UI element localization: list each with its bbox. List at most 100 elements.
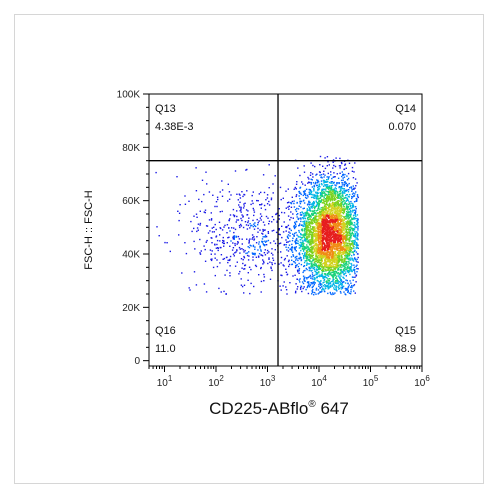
event-dot [297,208,300,210]
event-dot [297,286,299,288]
event-dot [321,256,323,258]
event-dot [301,247,304,250]
event-dot [327,239,329,241]
event-dot [195,284,198,286]
event-dot [317,293,319,295]
event-dot [349,233,352,235]
event-dot [349,286,352,288]
event-dot [351,195,353,198]
event-dot [251,238,253,240]
event-dot [326,249,329,252]
event-dot [310,255,312,257]
event-dot [317,209,319,211]
event-dot [335,225,337,228]
event-dot [322,267,325,270]
event-dot [345,249,348,251]
event-dot [266,252,269,254]
event-dot [253,285,255,288]
event-dot [215,247,218,249]
event-dot [333,267,335,269]
event-dot [306,237,308,240]
event-dot [311,220,313,222]
event-dot [354,258,356,260]
event-dot [328,265,330,267]
event-dot [335,238,337,240]
event-dot [299,288,302,290]
plot-area [148,93,423,367]
event-dot [291,246,293,248]
event-dot [236,219,238,221]
event-dot [204,260,207,262]
event-dot [339,236,341,238]
event-dot [353,171,355,173]
event-dot [270,266,272,268]
event-dot [324,236,326,238]
event-dot [345,218,347,220]
event-dot [339,172,341,174]
event-dot [332,176,334,178]
event-dot [343,210,345,212]
event-dot [336,264,338,266]
event-dot [348,238,350,240]
event-dot [333,274,335,276]
event-dot [317,192,319,194]
event-dot [325,227,327,229]
event-dot [238,273,240,275]
event-dot [323,182,325,184]
event-dot [334,210,336,212]
event-dot [320,214,322,217]
event-dot [345,268,347,270]
event-dot [204,211,206,214]
event-dot [332,232,335,234]
event-dot [310,282,312,284]
event-dot [346,247,348,249]
event-dot [304,238,306,240]
event-dot [253,224,256,227]
event-dot [279,233,281,236]
event-dot [336,279,338,282]
event-dot [329,291,331,294]
event-dot [272,257,274,259]
event-dot [342,286,344,288]
event-dot [223,290,225,293]
event-dot [289,235,291,237]
event-dot [324,198,327,200]
event-dot [237,235,240,238]
event-dot [312,210,315,212]
event-dot [220,291,222,293]
event-dot [340,242,343,245]
event-dot [331,219,333,221]
event-dot [318,272,320,274]
event-dot [295,256,297,258]
event-dot [326,221,328,223]
event-dot [334,187,337,189]
event-dot [289,232,291,234]
event-dot [326,219,328,221]
event-dot [325,221,328,223]
event-dot [314,282,316,284]
event-dot [309,267,311,270]
event-dot [244,264,246,267]
event-dot [346,175,348,177]
event-dot [344,238,347,240]
event-dot [263,276,266,278]
event-dot [311,252,313,254]
event-dot [243,292,245,294]
event-dot [340,185,342,188]
event-dot [305,267,307,270]
event-dot [318,265,320,267]
event-dot [324,226,326,228]
event-dot [315,201,318,203]
event-dot [350,209,352,212]
event-dot [199,253,202,255]
event-dot [328,206,330,208]
event-dot [211,237,213,239]
event-dot [335,255,337,257]
event-dot [310,183,312,185]
event-dot [339,265,342,267]
event-dot [347,172,350,175]
event-dot [321,265,324,267]
event-dot [309,208,311,210]
event-dot [262,174,265,176]
event-dot [317,231,320,233]
